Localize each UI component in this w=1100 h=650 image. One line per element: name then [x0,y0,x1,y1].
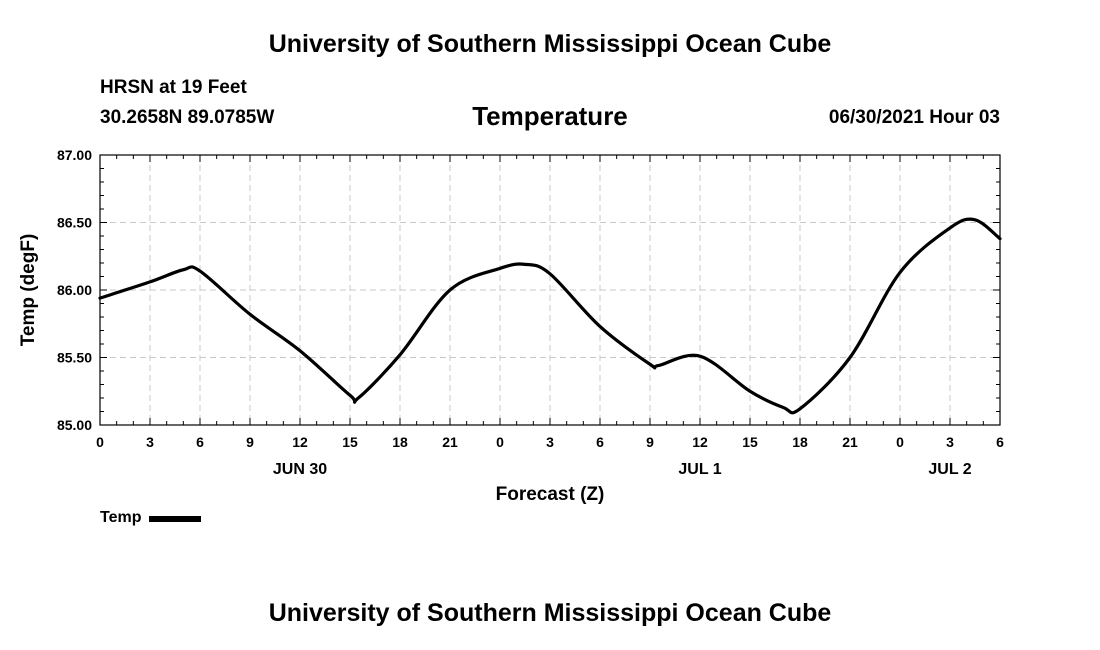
variable-title: Temperature [472,101,628,131]
timestamp-label: 06/30/2021 Hour 03 [828,107,1000,128]
y-tick-label: 87.00 [57,147,92,163]
x-tick-label: 6 [196,434,204,450]
x-tick-label: 21 [842,434,858,450]
y-tick-label: 86.00 [57,282,92,298]
x-tick-label: 18 [792,434,808,450]
x-tick-label: 21 [442,434,458,450]
y-tick-label: 86.50 [57,215,92,231]
x-tick-label: 15 [342,434,358,450]
grid-layer [100,155,1000,425]
footer-title: University of Southern Mississippi Ocean… [268,599,832,627]
date-label: JUL 2 [928,461,971,478]
x-tick-label: 9 [246,434,254,450]
legend: Temp [100,509,202,527]
x-tick-label: 3 [546,434,554,450]
y-tick-label: 85.50 [57,350,92,366]
x-tick-label: 12 [292,434,308,450]
y-tick-label: 85.00 [57,417,92,433]
x-tick-label: 6 [596,434,604,450]
date-label: JUL 1 [678,461,721,478]
chart-title: University of Southern Mississippi Ocean… [268,30,832,58]
legend-label: Temp [100,509,142,526]
coordinates-label: 30.2658N 89.0785W [100,107,275,128]
x-tick-label: 15 [742,434,758,450]
label-layer: 0 3 6 9 12 15 18 21 0 3 6 9 12 15 18 21 0 3 6 85.00 85.50 86.… [18,147,1004,505]
x-tick-label: 9 [646,434,654,450]
series-layer [98,217,1002,415]
station-label: HRSN at 19 Feet [100,77,247,98]
x-tick-label: 12 [692,434,708,450]
series-line-temp [98,217,1002,415]
x-tick-label: 6 [996,434,1004,450]
x-tick-label: 0 [96,434,104,450]
x-tick-label: 0 [496,434,504,450]
x-tick-label: 0 [896,434,904,450]
x-tick-label: 3 [146,434,154,450]
legend-swatch [149,516,202,522]
date-label: JUN 30 [273,461,327,478]
tick-layer [99,154,1001,426]
y-axis-title: Temp (degF) [18,234,39,347]
x-axis-title: Forecast (Z) [496,484,605,505]
x-tick-label: 18 [392,434,408,450]
x-tick-label: 3 [946,434,954,450]
